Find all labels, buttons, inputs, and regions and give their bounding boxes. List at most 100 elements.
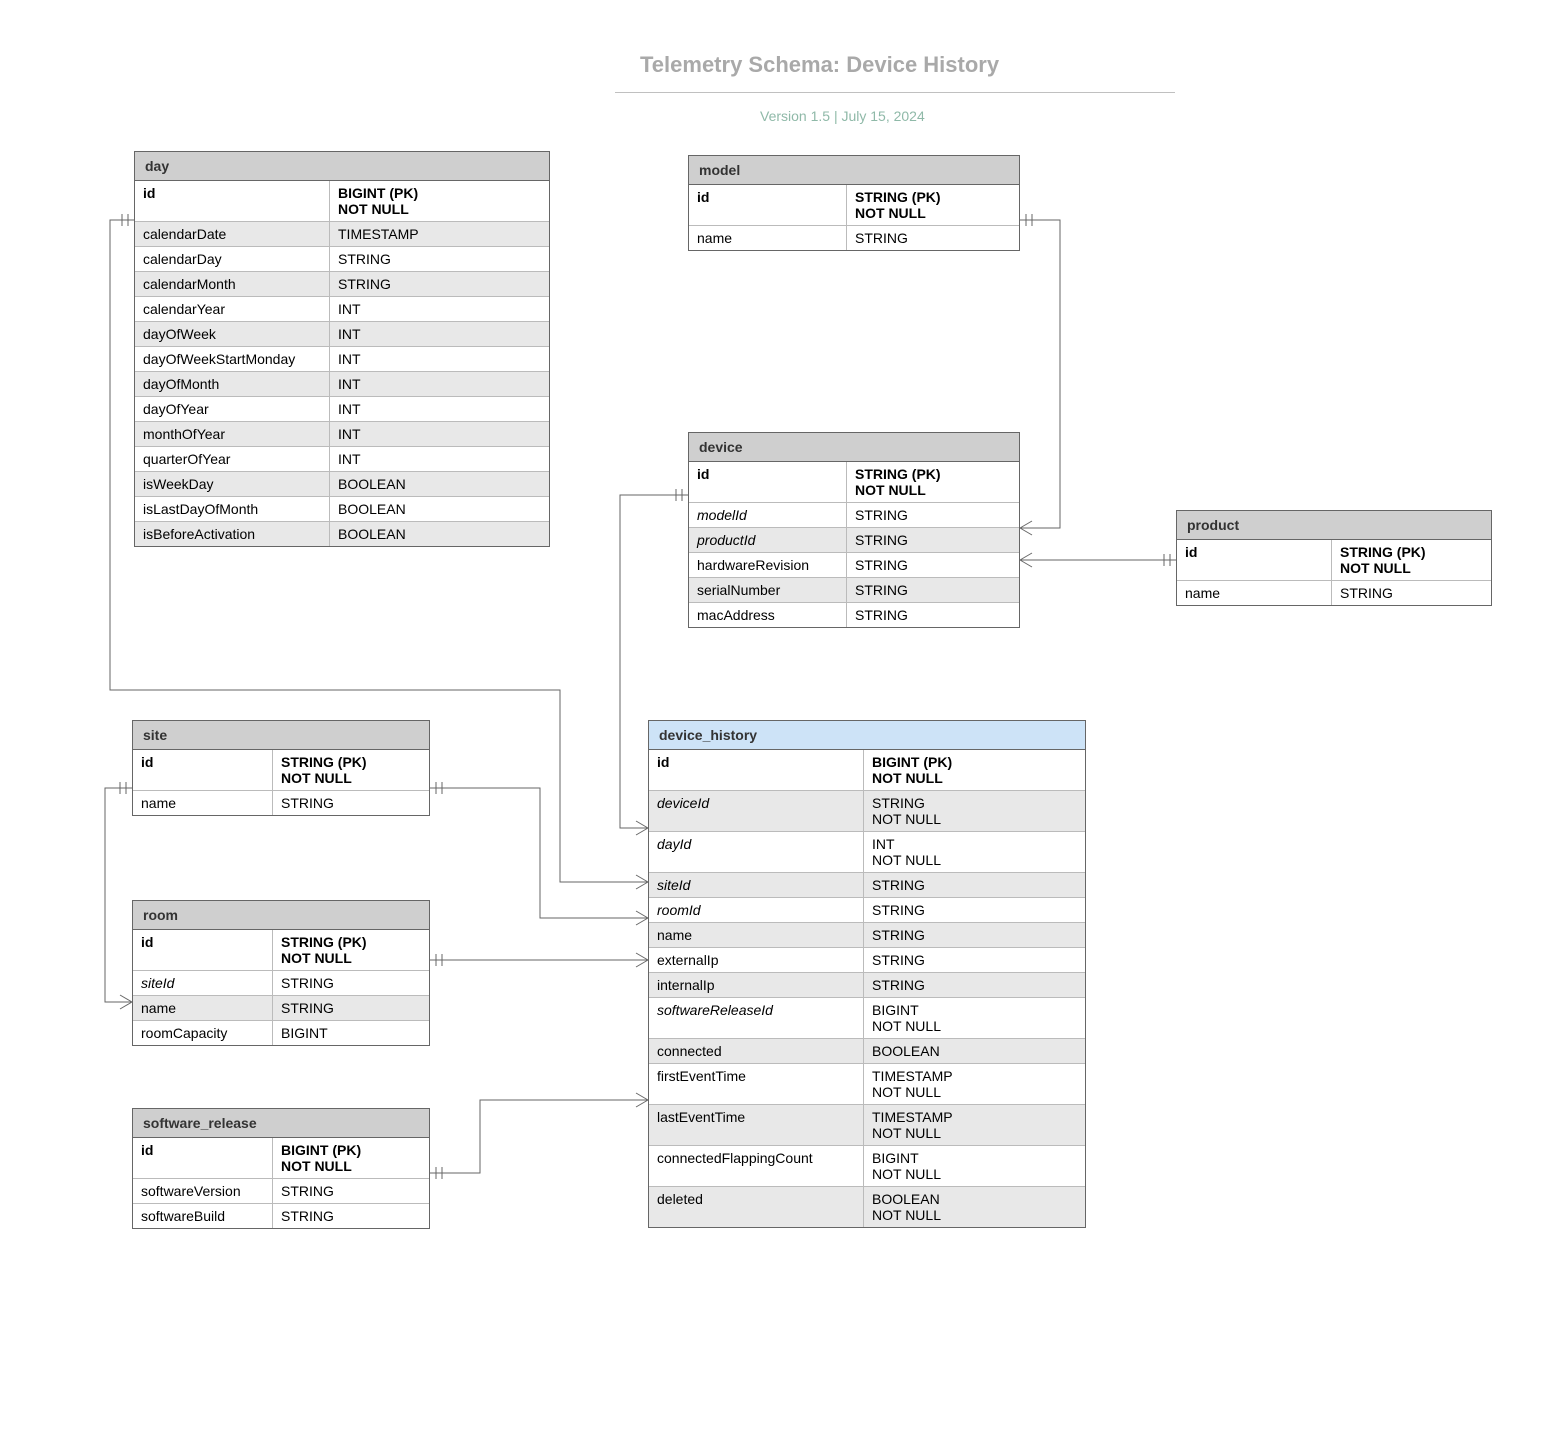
column-name: isBeforeActivation xyxy=(135,522,330,546)
entity-model: modelidSTRING (PK) NOT NULLnameSTRING xyxy=(688,155,1020,251)
entity-row: idSTRING (PK) NOT NULL xyxy=(689,185,1019,226)
column-name: name xyxy=(689,226,847,250)
column-type: BIGINT xyxy=(273,1021,429,1045)
column-type: STRING xyxy=(847,578,1019,602)
column-name: dayOfMonth xyxy=(135,372,330,396)
entity-row: firstEventTimeTIMESTAMP NOT NULL xyxy=(649,1064,1085,1105)
entity-row: deletedBOOLEAN NOT NULL xyxy=(649,1187,1085,1227)
column-name: macAddress xyxy=(689,603,847,627)
column-name: name xyxy=(1177,581,1332,605)
entity-row: deviceIdSTRING NOT NULL xyxy=(649,791,1085,832)
column-name: id xyxy=(133,1138,273,1178)
column-type: STRING NOT NULL xyxy=(864,791,1085,831)
column-type: STRING xyxy=(330,272,549,296)
entity-row: idBIGINT (PK) NOT NULL xyxy=(649,750,1085,791)
entity-row: modelIdSTRING xyxy=(689,503,1019,528)
column-type: STRING xyxy=(864,948,1085,972)
column-type: INT xyxy=(330,322,549,346)
column-name: lastEventTime xyxy=(649,1105,864,1145)
column-name: siteId xyxy=(649,873,864,897)
column-type: STRING xyxy=(847,226,1019,250)
entity-row: dayIdINT NOT NULL xyxy=(649,832,1085,873)
entity-row: softwareReleaseIdBIGINT NOT NULL xyxy=(649,998,1085,1039)
entity-row: connectedFlappingCountBIGINT NOT NULL xyxy=(649,1146,1085,1187)
entity-row: idBIGINT (PK) NOT NULL xyxy=(135,181,549,222)
entity-header: site xyxy=(133,721,429,750)
column-type: BOOLEAN xyxy=(864,1039,1085,1063)
column-name: deviceId xyxy=(649,791,864,831)
entity-header: device_history xyxy=(649,721,1085,750)
entity-row: monthOfYearINT xyxy=(135,422,549,447)
column-name: serialNumber xyxy=(689,578,847,602)
column-name: softwareReleaseId xyxy=(649,998,864,1038)
diagram-canvas: Telemetry Schema: Device History Version… xyxy=(0,0,1559,1436)
column-type: BIGINT (PK) NOT NULL xyxy=(330,181,549,221)
entity-row: calendarYearINT xyxy=(135,297,549,322)
entity-site: siteidSTRING (PK) NOT NULLnameSTRING xyxy=(132,720,430,816)
title-underline xyxy=(615,92,1175,93)
column-name: calendarMonth xyxy=(135,272,330,296)
entity-row: connectedBOOLEAN xyxy=(649,1039,1085,1064)
column-type: STRING xyxy=(1332,581,1491,605)
column-type: STRING (PK) NOT NULL xyxy=(847,462,1019,502)
column-type: INT xyxy=(330,422,549,446)
column-name: roomId xyxy=(649,898,864,922)
column-type: STRING xyxy=(864,923,1085,947)
entity-row: quarterOfYearINT xyxy=(135,447,549,472)
column-type: STRING xyxy=(864,873,1085,897)
column-name: id xyxy=(689,462,847,502)
entity-room: roomidSTRING (PK) NOT NULLsiteIdSTRINGna… xyxy=(132,900,430,1046)
column-name: name xyxy=(133,996,273,1020)
column-name: id xyxy=(649,750,864,790)
column-name: id xyxy=(1177,540,1332,580)
entity-row: lastEventTimeTIMESTAMP NOT NULL xyxy=(649,1105,1085,1146)
column-name: dayOfWeek xyxy=(135,322,330,346)
entity-product: productidSTRING (PK) NOT NULLnameSTRING xyxy=(1176,510,1492,606)
column-type: STRING xyxy=(864,898,1085,922)
column-type: STRING xyxy=(847,503,1019,527)
entity-row: siteIdSTRING xyxy=(133,971,429,996)
entity-day: dayidBIGINT (PK) NOT NULLcalendarDateTIM… xyxy=(134,151,550,547)
column-name: quarterOfYear xyxy=(135,447,330,471)
entity-row: dayOfMonthINT xyxy=(135,372,549,397)
column-type: BIGINT NOT NULL xyxy=(864,1146,1085,1186)
entity-row: idSTRING (PK) NOT NULL xyxy=(1177,540,1491,581)
column-name: id xyxy=(133,750,273,790)
column-name: dayId xyxy=(649,832,864,872)
column-name: isLastDayOfMonth xyxy=(135,497,330,521)
column-type: STRING xyxy=(847,528,1019,552)
entity-row: roomCapacityBIGINT xyxy=(133,1021,429,1045)
entity-device_history: device_historyidBIGINT (PK) NOT NULLdevi… xyxy=(648,720,1086,1228)
column-type: STRING xyxy=(273,791,429,815)
entity-row: idSTRING (PK) NOT NULL xyxy=(133,750,429,791)
column-name: siteId xyxy=(133,971,273,995)
column-type: BOOLEAN xyxy=(330,472,549,496)
entity-header: product xyxy=(1177,511,1491,540)
column-name: id xyxy=(133,930,273,970)
entity-row: isWeekDayBOOLEAN xyxy=(135,472,549,497)
diagram-title: Telemetry Schema: Device History xyxy=(640,52,999,78)
entity-row: nameSTRING xyxy=(133,791,429,815)
column-name: firstEventTime xyxy=(649,1064,864,1104)
column-type: STRING (PK) NOT NULL xyxy=(273,750,429,790)
column-name: internalIp xyxy=(649,973,864,997)
column-name: roomCapacity xyxy=(133,1021,273,1045)
column-name: softwareVersion xyxy=(133,1179,273,1203)
column-name: name xyxy=(133,791,273,815)
column-name: calendarDate xyxy=(135,222,330,246)
connector-site-to-dh-siteid xyxy=(430,788,648,918)
entity-row: nameSTRING xyxy=(133,996,429,1021)
column-type: STRING xyxy=(273,971,429,995)
entity-row: calendarMonthSTRING xyxy=(135,272,549,297)
column-type: BIGINT (PK) NOT NULL xyxy=(864,750,1085,790)
entity-row: serialNumberSTRING xyxy=(689,578,1019,603)
entity-row: isBeforeActivationBOOLEAN xyxy=(135,522,549,546)
column-type: STRING (PK) NOT NULL xyxy=(1332,540,1491,580)
entity-header: day xyxy=(135,152,549,181)
column-name: modelId xyxy=(689,503,847,527)
entity-row: calendarDaySTRING xyxy=(135,247,549,272)
column-type: STRING xyxy=(273,996,429,1020)
column-name: connected xyxy=(649,1039,864,1063)
connector-device-modelid-to-model xyxy=(1020,220,1060,528)
connector-sw-to-dh-swid xyxy=(430,1100,648,1173)
